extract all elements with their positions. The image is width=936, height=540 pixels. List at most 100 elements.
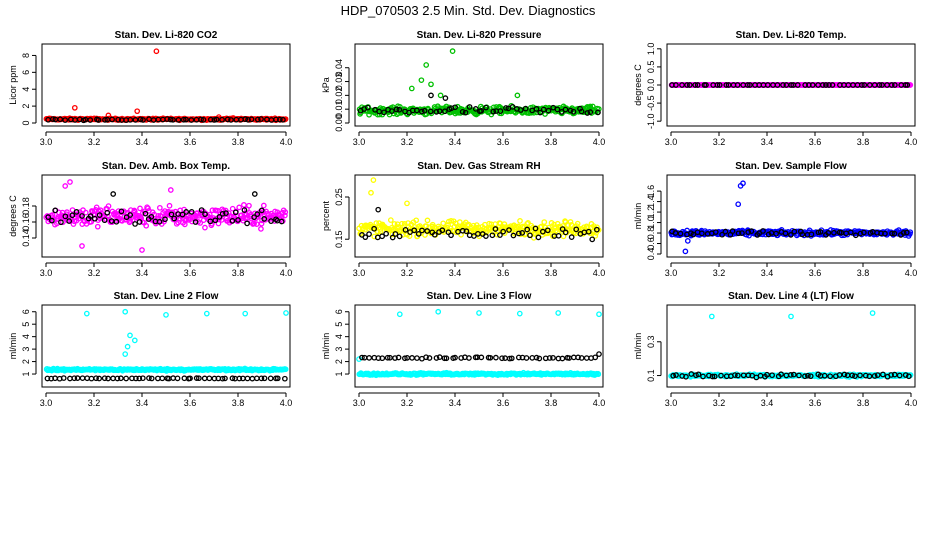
data-point — [136, 219, 143, 225]
data-point — [562, 229, 569, 236]
data-point — [261, 216, 268, 222]
data-point — [695, 371, 702, 378]
x-tick-label: 3.4 — [136, 398, 149, 408]
data-point — [187, 375, 193, 382]
data-point — [711, 373, 718, 380]
data-point — [251, 214, 257, 221]
data-point — [510, 232, 517, 239]
data-point — [462, 109, 469, 116]
data-point — [59, 219, 66, 226]
panel-title: Stan. Dev. Line 2 Flow — [114, 291, 219, 302]
panel-title: Stan. Dev. Sample Flow — [735, 161, 847, 172]
data-point — [164, 116, 171, 122]
data-point — [139, 375, 146, 382]
data-point — [490, 108, 497, 115]
data-point — [110, 191, 117, 197]
data-point — [802, 82, 809, 88]
data-point — [368, 189, 374, 196]
data-point — [105, 203, 112, 209]
data-point — [562, 106, 569, 113]
data-point — [236, 204, 243, 211]
data-point — [734, 82, 741, 88]
x-tick-label: 3.6 — [184, 137, 197, 147]
y-axis-label: percent — [321, 200, 331, 231]
data-point — [225, 210, 232, 216]
panel-grid: Stan. Dev. Li-820 CO2 3.0 3.2 3.4 3.6 3.8 4.0 0… — [8, 30, 917, 408]
data-point — [809, 82, 816, 88]
data-point — [129, 217, 136, 223]
data-point — [437, 92, 444, 99]
data-point — [423, 62, 430, 68]
data-point — [595, 106, 602, 112]
y-axis-label: ml/min — [633, 333, 643, 360]
x-tick-label: 4.0 — [905, 398, 918, 408]
data-point — [493, 354, 499, 361]
series-subset — [669, 228, 910, 239]
data-point — [202, 211, 208, 218]
x-tick-label: 4.0 — [905, 268, 918, 278]
data-point — [791, 228, 798, 235]
data-point — [228, 117, 234, 123]
data-point — [769, 372, 775, 379]
data-point — [79, 243, 85, 249]
data-point — [79, 213, 85, 219]
data-point — [587, 109, 594, 115]
x-tick-label: 3.0 — [665, 398, 678, 408]
data-point — [49, 217, 55, 224]
x-tick-label: 3.2 — [713, 398, 726, 408]
data-point — [62, 117, 69, 123]
data-point — [794, 82, 801, 88]
data-point — [879, 82, 885, 88]
data-point — [282, 375, 288, 382]
data-point — [207, 218, 214, 225]
y-tick-label: 1.2 — [646, 206, 656, 219]
data-point — [426, 355, 433, 361]
y-tick-label: 0.16 — [21, 213, 31, 231]
x-tick-label: 3.8 — [857, 398, 870, 408]
data-point — [735, 230, 742, 237]
data-point — [555, 232, 562, 239]
data-point — [431, 231, 438, 238]
x-tick-label: 3.6 — [809, 268, 822, 278]
data-point — [251, 191, 258, 197]
data-point — [384, 354, 391, 361]
data-point — [278, 218, 285, 225]
panel-title: Stan. Dev. Li-820 CO2 — [115, 30, 218, 41]
series-all — [668, 310, 914, 380]
data-point — [188, 117, 195, 123]
y-tick-label: 3 — [334, 347, 344, 352]
data-point — [735, 201, 742, 208]
y-tick-label: 6 — [334, 309, 344, 314]
data-point — [411, 227, 418, 234]
plot-frame — [666, 304, 916, 388]
data-point — [745, 229, 752, 235]
data-point — [370, 177, 377, 183]
data-point — [62, 183, 69, 189]
data-point — [515, 230, 522, 237]
data-point — [258, 116, 264, 122]
panel-title: Stan. Dev. Amb. Box Temp. — [102, 161, 230, 172]
data-point — [118, 208, 125, 215]
y-tick-label: 0.02 — [334, 87, 344, 105]
data-point — [127, 116, 134, 123]
data-point — [87, 117, 94, 123]
data-point — [448, 232, 454, 239]
data-point — [268, 218, 274, 224]
chart-panel: Stan. Dev. Li-820 Pressure 3.0 3.2 3.4 3.6 3.… — [321, 30, 605, 147]
series-subset — [669, 82, 911, 88]
data-point — [67, 375, 73, 382]
data-point — [535, 234, 542, 241]
data-point — [166, 202, 173, 209]
y-tick-label: 0.15 — [334, 230, 344, 248]
data-point — [497, 232, 503, 238]
data-point — [167, 116, 174, 123]
data-point — [201, 375, 208, 382]
data-point — [222, 375, 228, 382]
data-point — [122, 351, 129, 357]
data-point — [592, 232, 599, 239]
chart-panel: Stan. Dev. Line 4 (LT) Flow 3.0 3.2 3.4 3.6 3… — [633, 291, 917, 408]
data-point — [826, 82, 832, 88]
data-point — [167, 187, 174, 193]
data-point — [550, 354, 556, 361]
y-tick-label: 0.00 — [334, 114, 344, 132]
